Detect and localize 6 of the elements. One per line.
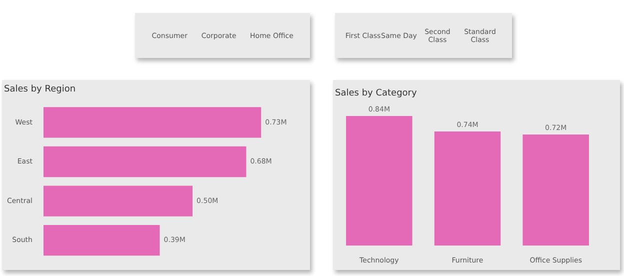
chart-title: Sales by Category: [335, 88, 418, 99]
bar: [43, 225, 160, 256]
bar: [43, 186, 193, 216]
bar: [43, 146, 246, 178]
bar: [43, 107, 262, 138]
chart-title: Sales by Region: [4, 84, 76, 95]
